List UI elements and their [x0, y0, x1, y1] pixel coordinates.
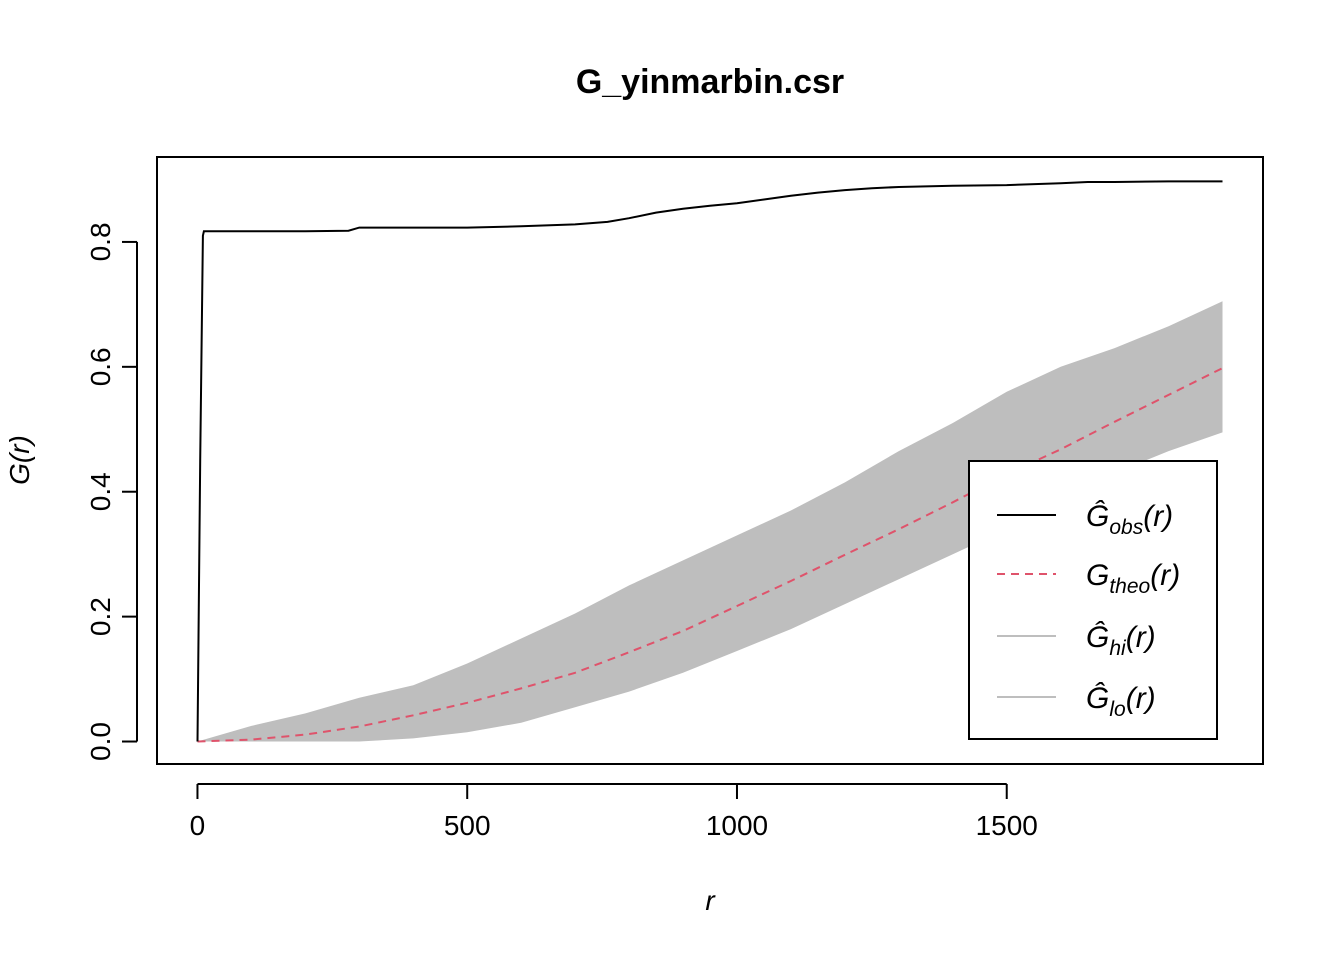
legend-label-obs: Ĝobs(r): [1086, 499, 1173, 539]
x-tick-label: 0: [190, 810, 206, 841]
x-axis: 0 500 1000 1500: [190, 783, 1038, 841]
x-axis-label: r: [705, 885, 716, 916]
legend: Ĝobs(r) Gtheo(r) Ĝhi(r) Ĝlo(r): [968, 460, 1218, 740]
legend-label-lo: Ĝlo(r): [1086, 681, 1156, 721]
legend-box: [968, 460, 1218, 740]
y-tick-label: 0.2: [85, 597, 116, 636]
series-line-theo: [197, 367, 1223, 743]
plot-frame: [156, 156, 1264, 765]
legend-label-hi: Ĝhi(r): [1086, 620, 1156, 660]
x-tick-label: 500: [444, 810, 491, 841]
series-line-obs: [196, 180, 1223, 742]
y-tick-label: 0.0: [85, 722, 116, 761]
y-tick-label: 0.6: [85, 347, 116, 386]
y-tick-label: 0.8: [85, 222, 116, 261]
x-tick-label: 1000: [706, 810, 768, 841]
y-axis-label: G(r): [4, 435, 35, 485]
y-tick-label: 0.4: [85, 472, 116, 511]
x-tick-label: 1500: [976, 810, 1038, 841]
legend-label-theo: Gtheo(r): [1086, 559, 1180, 598]
chart-title: G_yinmarbin.csr: [576, 63, 844, 101]
y-axis: 0.0 0.2 0.4 0.6 0.8: [85, 222, 138, 761]
